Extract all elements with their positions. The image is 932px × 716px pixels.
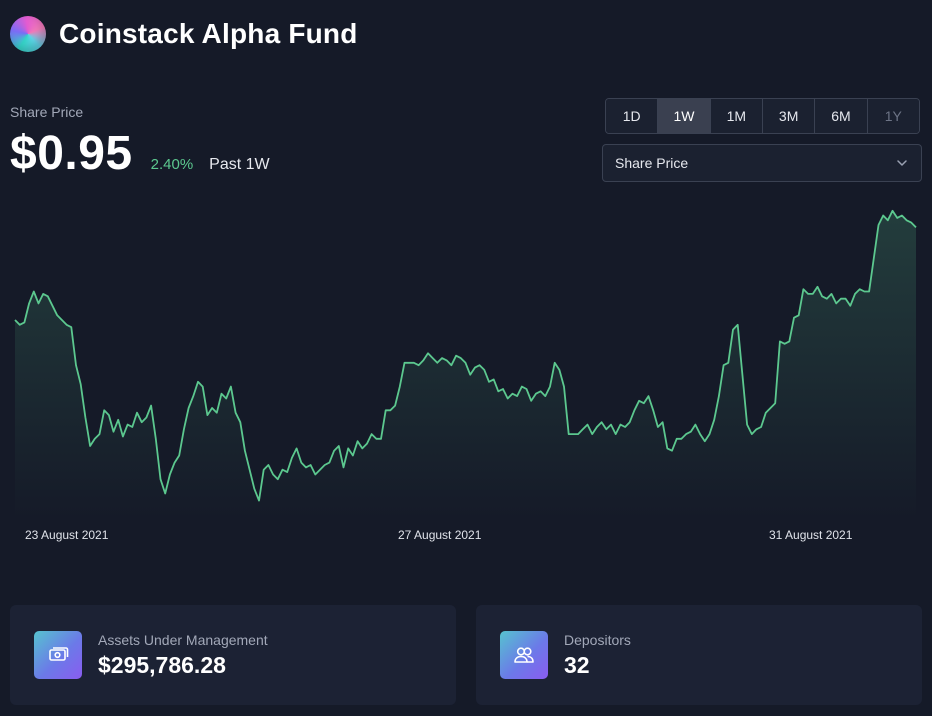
page-title: Coinstack Alpha Fund [59,18,358,49]
time-range-selector: 1D 1W 1M 3M 6M 1Y [605,98,920,134]
chevron-down-icon [897,160,907,166]
money-icon [34,631,82,679]
price-change-percent: 2.40% [150,156,194,173]
range-button-3m[interactable]: 3M [762,99,816,133]
users-icon [500,631,548,679]
depositors-card: Depositors 32 [476,605,922,705]
share-price-chart[interactable] [0,190,932,550]
range-button-1y[interactable]: 1Y [867,99,919,133]
chart-area-fill [15,210,916,521]
price-summary: $0.95 2.40% Past 1W [10,126,270,181]
aum-label: Assets Under Management [98,632,268,648]
metric-select[interactable]: Share Price [602,144,922,182]
depositors-value: 32 [564,652,590,678]
share-price-label: Share Price [10,104,84,120]
aum-card: Assets Under Management $295,786.28 [10,605,456,705]
chart-series-line [14,209,917,502]
range-button-1m[interactable]: 1M [710,99,763,133]
share-price-value: $0.95 [10,127,133,180]
aum-value: $295,786.28 [98,652,226,678]
x-tick-label: 27 August 2021 [398,528,482,542]
header: Coinstack Alpha Fund [10,14,358,54]
range-button-1w[interactable]: 1W [658,99,711,133]
x-tick-label: 23 August 2021 [25,528,109,542]
metric-select-value: Share Price [615,155,689,171]
fund-logo-icon [10,16,46,52]
x-tick-label: 31 August 2021 [769,528,853,542]
price-change-period: Past 1W [209,156,270,173]
depositors-label: Depositors [564,632,631,648]
range-button-6m[interactable]: 6M [815,99,868,133]
range-button-1d[interactable]: 1D [606,99,659,133]
